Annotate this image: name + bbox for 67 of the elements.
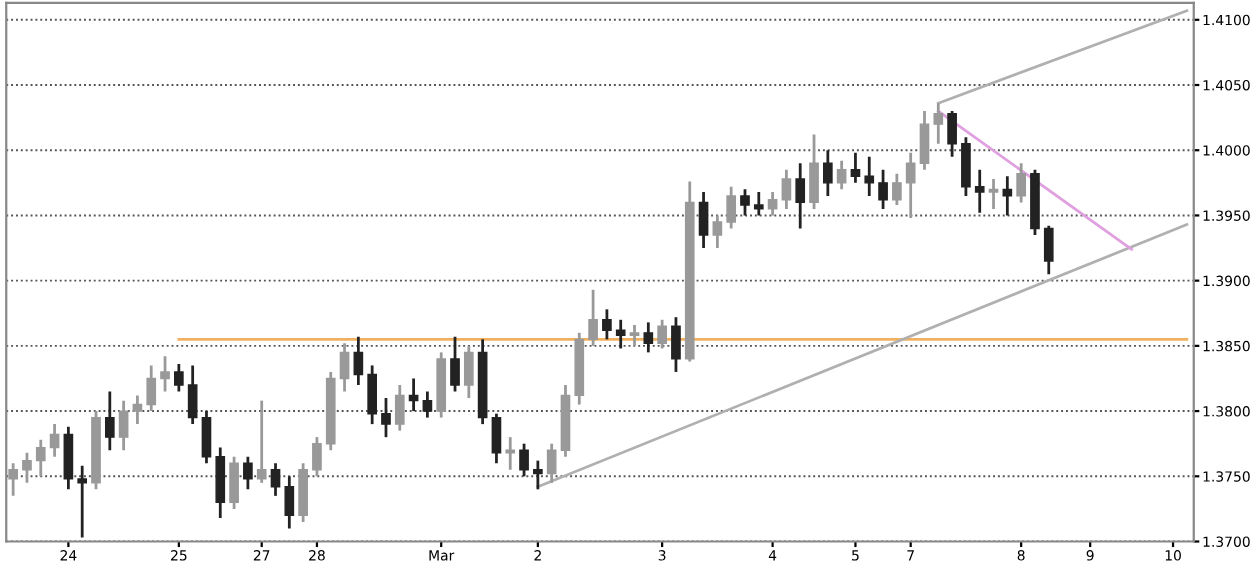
candlestick: [740, 187, 750, 217]
candlestick: [988, 177, 999, 211]
candlestick: [712, 214, 723, 250]
candlestick: [892, 172, 902, 207]
candlestick: [104, 390, 115, 452]
candlestick: [256, 399, 267, 485]
candlestick: [394, 383, 405, 433]
candlestick: [974, 168, 985, 215]
candlestick: [657, 318, 667, 350]
candlestick: [298, 461, 308, 524]
candlestick: [450, 335, 460, 393]
candlestick: [229, 455, 239, 511]
candlestick: [174, 362, 184, 393]
candlestick: [809, 133, 819, 211]
candlestick: [160, 354, 170, 393]
candlestick: [933, 101, 944, 146]
candlestick: [463, 344, 474, 400]
candlestick: [367, 364, 378, 426]
candlestick: [353, 335, 364, 387]
candlestick: [215, 446, 226, 520]
candlestick: [864, 155, 875, 198]
candlestick: [339, 341, 350, 393]
candlestick: [22, 451, 32, 485]
candlestick: [643, 321, 654, 354]
candlestick: [671, 315, 681, 374]
candlestick: [1043, 224, 1054, 276]
candlestick: [381, 396, 391, 439]
candlestick: [961, 135, 971, 198]
candlestick: [602, 307, 612, 341]
candlestick: [312, 435, 322, 478]
candlestick: [491, 412, 502, 465]
candlestick: [146, 364, 157, 413]
candlestick: [243, 455, 253, 491]
candlestick: [850, 151, 861, 185]
candlestick: [781, 168, 792, 211]
candlestick: [519, 442, 529, 478]
candlestick: [615, 318, 626, 350]
candlestick: [546, 442, 557, 485]
candlestick: [8, 461, 18, 498]
candlestick: [49, 422, 60, 459]
candlestick: [767, 190, 778, 217]
candlestick: [905, 151, 916, 220]
candlestick: [77, 464, 88, 539]
candlestick: [35, 438, 46, 478]
candlestick: [1002, 174, 1013, 217]
candlestick: [422, 390, 433, 419]
candlestick: [284, 474, 295, 530]
candlestick: [505, 435, 516, 472]
candlestick: [822, 148, 833, 198]
candlestick: [63, 425, 74, 491]
candlestick: [132, 394, 143, 426]
candlestick: [919, 109, 930, 172]
candlestick: [118, 399, 129, 452]
candlestick: [836, 159, 847, 191]
candlestick: [878, 168, 888, 211]
candlestick: [795, 161, 806, 230]
candlestick: [201, 409, 212, 465]
candlestick: [270, 461, 281, 498]
candlestick: [726, 185, 737, 230]
candlestick: [698, 190, 709, 250]
candlestick: [1016, 161, 1026, 204]
candlestick: [947, 109, 957, 159]
candlestick: [753, 190, 764, 217]
candlestick: [187, 364, 198, 426]
candlestick: [588, 288, 598, 348]
candlestick: [533, 459, 543, 491]
candlestick: [629, 323, 640, 348]
